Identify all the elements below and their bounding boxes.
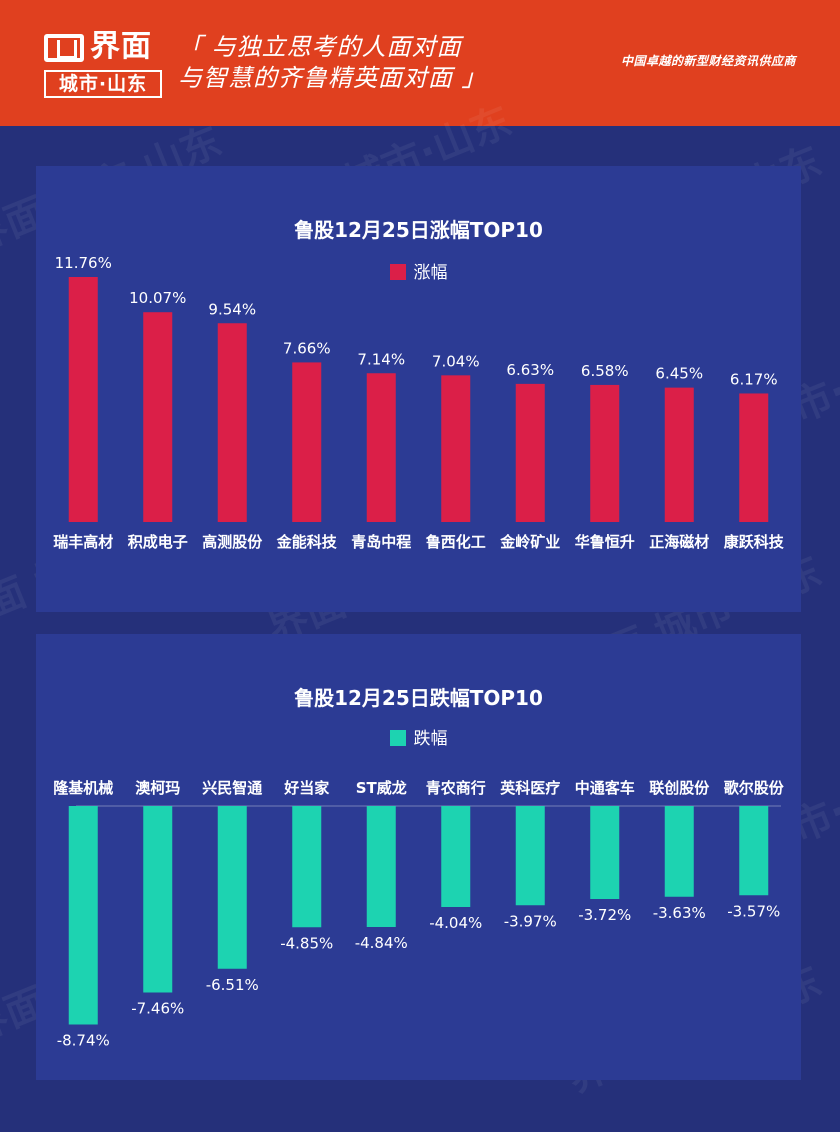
tagline: 中国卓越的新型财经资讯供应商 — [620, 54, 796, 68]
bar-1 — [68, 806, 98, 1025]
category-label-2: 澳柯玛 — [135, 779, 180, 797]
value-label-1: -8.74% — [57, 1032, 110, 1050]
value-label-3: -6.51% — [206, 976, 259, 994]
bar-7 — [515, 806, 545, 906]
category-label-4: 好当家 — [283, 779, 329, 797]
bar-9 — [664, 387, 694, 522]
value-label-9: -3.63% — [653, 904, 706, 922]
slogan: 「 与独立思考的人面对面 与智慧的齐鲁精英面对面 」 — [178, 32, 487, 94]
bar-2 — [143, 312, 173, 522]
bar-1 — [68, 277, 98, 522]
value-label-5: -4.84% — [355, 934, 408, 952]
bar-6 — [441, 375, 471, 522]
category-label-9: 联创股份 — [649, 779, 710, 797]
value-label-10: 6.17% — [730, 370, 778, 388]
loss-legend-label: 跌幅 — [413, 729, 448, 749]
bar-7 — [515, 383, 545, 522]
category-label-10: 康跃科技 — [724, 533, 785, 551]
category-label-8: 中通客车 — [575, 779, 635, 797]
category-label-10: 歌尔股份 — [724, 779, 785, 797]
category-label-5: 青岛中程 — [351, 533, 411, 551]
category-label-3: 高测股份 — [202, 533, 263, 551]
logo-subtitle: 城市·山东 — [44, 70, 162, 98]
bar-10 — [739, 393, 769, 522]
value-label-3: 9.54% — [208, 300, 256, 318]
gain-bar-chart: 11.76% 瑞丰高材 10.07% 积成电子 9.54% 高测股份 7.66% 金能科技 7.… — [53, 254, 785, 551]
loss-chart-legend: 跌幅 — [36, 724, 801, 749]
bar-3 — [217, 323, 247, 522]
bar-4 — [292, 806, 322, 928]
bar-9 — [664, 806, 694, 897]
category-label-1: 隆基机械 — [53, 779, 113, 797]
value-label-7: 6.63% — [506, 361, 554, 379]
category-label-2: 积成电子 — [128, 533, 188, 551]
slogan-line-2: 与智慧的齐鲁精英面对面 」 — [178, 64, 487, 92]
value-label-2: -7.46% — [131, 1000, 184, 1018]
category-label-9: 正海磁材 — [649, 533, 709, 551]
logo-name: 界面 — [90, 29, 152, 64]
category-label-4: 金能科技 — [276, 533, 338, 551]
bar-3 — [217, 806, 247, 969]
loss-legend-swatch — [389, 730, 406, 746]
value-label-4: -4.85% — [280, 934, 333, 952]
category-label-3: 兴民智通 — [202, 779, 262, 797]
value-label-4: 7.66% — [283, 339, 331, 357]
gain-chart-title: 鲁股12月25日涨幅TOP10 — [294, 218, 543, 242]
bar-5 — [366, 373, 396, 522]
loss-bar-chart: -8.74% 隆基机械 -7.46% 澳柯玛 -6.51% 兴民智通 -4.85% 好当家 -4… — [53, 779, 785, 1050]
bar-10 — [739, 806, 769, 896]
category-label-1: 瑞丰高材 — [53, 533, 113, 551]
category-label-7: 金岭矿业 — [499, 533, 560, 551]
bar-8 — [590, 384, 620, 522]
slogan-line-1: 「 与独立思考的人面对面 — [178, 33, 462, 61]
loss-chart-panel: 鲁股12月25日跌幅TOP10 跌幅 -8.74% 隆基机械 -7.46% 澳柯玛 -6… — [36, 634, 801, 1080]
category-label-6: 鲁西化工 — [426, 533, 486, 551]
category-label-8: 华鲁恒升 — [575, 533, 635, 551]
value-label-9: 6.45% — [655, 365, 703, 383]
logo-mark-icon — [44, 34, 84, 62]
value-label-6: -4.04% — [429, 914, 482, 932]
value-label-2: 10.07% — [129, 289, 186, 307]
gain-legend-swatch — [389, 264, 406, 280]
value-label-5: 7.14% — [357, 350, 405, 368]
category-label-5: ST威龙 — [356, 779, 407, 797]
bar-4 — [292, 362, 322, 522]
value-label-7: -3.97% — [504, 912, 557, 930]
value-label-8: 6.58% — [581, 362, 629, 380]
category-label-6: 青农商行 — [426, 779, 486, 797]
gain-chart-legend: 涨幅 — [36, 258, 801, 283]
logo-top: 界面 — [44, 29, 162, 66]
gain-legend-label: 涨幅 — [413, 263, 448, 283]
bar-2 — [143, 806, 173, 993]
bar-8 — [590, 806, 620, 899]
bar-6 — [441, 806, 471, 907]
gain-chart-panel: 鲁股12月25日涨幅TOP10 涨幅 11.76% 瑞丰高材 10.07% 积成电子 9… — [36, 166, 801, 612]
value-label-1: 11.76% — [55, 254, 112, 272]
header-banner: 界面 城市·山东 「 与独立思考的人面对面 与智慧的齐鲁精英面对面 」 中国卓越… — [0, 0, 840, 126]
value-label-10: -3.57% — [727, 902, 780, 920]
category-label-7: 英科医疗 — [500, 779, 560, 797]
loss-chart-title: 鲁股12月25日跌幅TOP10 — [294, 686, 543, 710]
bar-5 — [366, 806, 396, 927]
value-label-8: -3.72% — [578, 906, 631, 924]
logo: 界面 城市·山东 — [44, 29, 162, 98]
value-label-6: 7.04% — [432, 352, 480, 370]
